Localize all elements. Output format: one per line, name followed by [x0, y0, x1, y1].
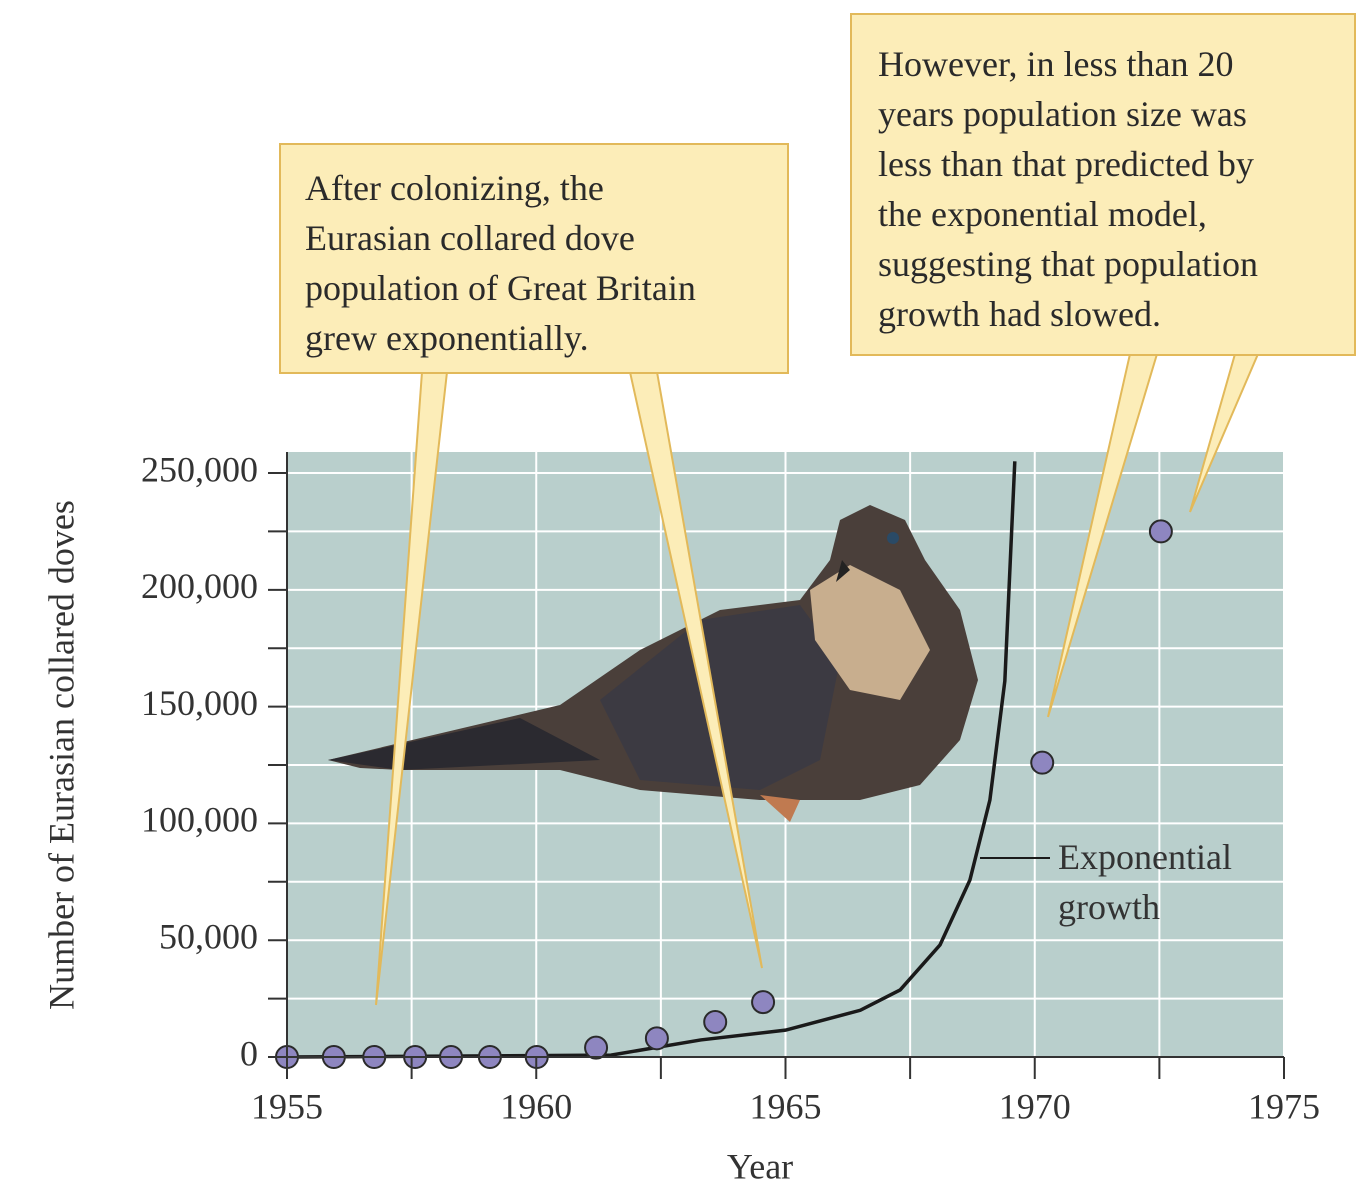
- y-tick-label: 100,000: [141, 800, 258, 840]
- callout: However, in less than 20 years populatio…: [850, 13, 1356, 356]
- x-axis-label: Year: [727, 1146, 793, 1186]
- series-label: Exponential growth: [1058, 837, 1232, 927]
- y-tick-label: 250,000: [141, 449, 258, 489]
- y-tick-label: 200,000: [141, 566, 258, 606]
- x-tick-label: 1970: [999, 1086, 1071, 1126]
- data-point: [1148, 519, 1173, 544]
- x-tick-label: 1965: [750, 1086, 822, 1126]
- data-point: [703, 1009, 728, 1034]
- callout-pointers: [375, 353, 1260, 1006]
- x-tick-label: 1955: [251, 1086, 323, 1126]
- y-tick-label: 50,000: [159, 916, 258, 956]
- data-point: [751, 990, 776, 1015]
- callout: After colonizing, the Eurasian collared …: [279, 143, 789, 374]
- dove-illustration: [328, 505, 978, 822]
- y-tick-label: 0: [240, 1033, 258, 1073]
- x-tick-label: 1975: [1248, 1086, 1320, 1126]
- data-point: [644, 1026, 669, 1051]
- data-point: [584, 1035, 609, 1060]
- data-point: [1030, 750, 1055, 775]
- y-tick-label: 150,000: [141, 683, 258, 723]
- series-line: [286, 461, 1017, 1059]
- y-axis-label: Number of Eurasian collared doves: [41, 500, 81, 1010]
- x-tick-label: 1960: [500, 1086, 572, 1126]
